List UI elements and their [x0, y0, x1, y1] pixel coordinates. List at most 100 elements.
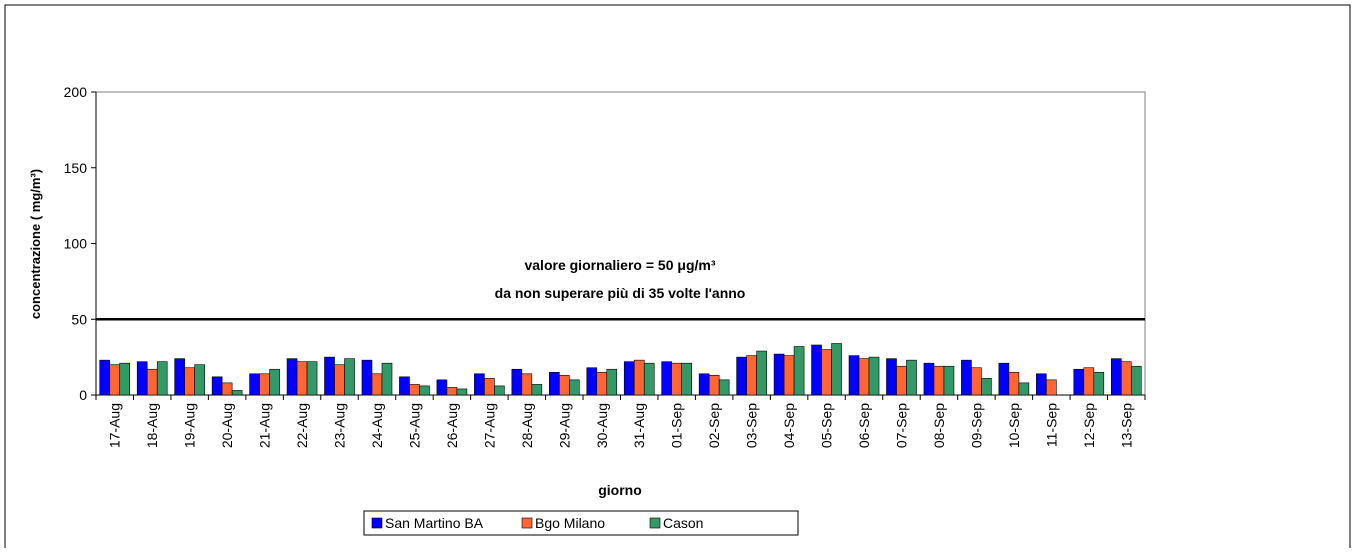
bar [998, 362, 1010, 396]
bar [194, 364, 205, 396]
x-axis-title: giorno [598, 482, 642, 498]
bar [858, 358, 870, 396]
x-tick-label: 06-Sep [856, 403, 872, 448]
x-tick-label: 24-Aug [369, 403, 385, 448]
bar [324, 356, 335, 396]
bar [1018, 382, 1030, 396]
x-tick-label: 25-Aug [406, 403, 422, 448]
bar [109, 364, 121, 396]
bar [361, 359, 373, 396]
x-tick-label: 21-Aug [257, 403, 273, 448]
x-tick-label: 20-Aug [219, 403, 235, 448]
annotation: valore giornaliero = 50 μg/m³ [524, 257, 715, 273]
x-tick-label: 09-Sep [968, 403, 984, 448]
bar [981, 378, 992, 396]
x-tick-label: 01-Sep [669, 403, 685, 448]
bar [119, 362, 131, 396]
x-tick-label: 26-Aug [444, 403, 460, 448]
bar [269, 368, 280, 396]
legend-label: San Martino BA [385, 515, 484, 531]
bar [286, 358, 298, 396]
bar [456, 388, 468, 396]
x-tick-label: 11-Sep [1043, 403, 1059, 447]
bar [961, 359, 972, 396]
legend-box [363, 510, 799, 536]
bar [231, 390, 243, 396]
bar [494, 385, 505, 396]
legend-swatch [521, 517, 533, 529]
x-tick-label: 02-Sep [706, 403, 722, 448]
legend-label: Bgo Milano [535, 515, 605, 531]
bar [399, 376, 410, 396]
bar [484, 378, 495, 396]
x-tick-label: 30-Aug [594, 403, 610, 448]
bar [586, 367, 598, 396]
x-tick-label: 07-Sep [893, 403, 909, 448]
y-axis-title: concentrazione ( mg/m³) [28, 169, 43, 319]
bar [1093, 371, 1105, 396]
bar [1008, 371, 1020, 396]
y-tick-label: 100 [64, 236, 88, 252]
bar [746, 355, 757, 396]
bar [718, 379, 730, 396]
bar [381, 362, 393, 396]
annotation: da non superare più di 35 volte l'anno [495, 285, 746, 301]
bar [1083, 367, 1095, 396]
bar [1110, 358, 1122, 396]
bar [596, 371, 608, 396]
bar [793, 346, 805, 396]
bar [259, 373, 270, 396]
y-tick-label: 0 [79, 387, 87, 403]
bar [146, 368, 158, 396]
bar [708, 375, 720, 396]
bar [943, 365, 955, 396]
bar [756, 350, 767, 396]
bar [436, 379, 448, 396]
bar [409, 384, 420, 396]
legend-label: Cason [663, 515, 703, 531]
bar [868, 356, 880, 396]
bar [306, 361, 318, 396]
bar [569, 379, 580, 396]
bar [783, 355, 795, 396]
bar [1036, 373, 1047, 396]
bar [474, 373, 485, 396]
bar [344, 358, 355, 396]
bar [671, 362, 682, 396]
y-tick-label: 50 [71, 311, 87, 327]
x-tick-label: 23-Aug [332, 403, 348, 448]
bar [933, 365, 945, 396]
x-tick-label: 05-Sep [819, 403, 835, 448]
bar [531, 384, 543, 396]
legend-swatch [649, 517, 661, 529]
bar [681, 362, 692, 396]
y-tick-label: 150 [64, 160, 88, 176]
bar [296, 361, 308, 396]
x-tick-label: 31-Aug [631, 403, 647, 448]
bar [184, 367, 195, 396]
bar [1046, 379, 1057, 396]
bar [559, 375, 570, 396]
bar [906, 359, 917, 396]
bar [896, 365, 907, 396]
bar [923, 362, 935, 396]
x-tick-label: 08-Sep [931, 403, 947, 448]
bar [1073, 368, 1085, 396]
x-tick-label: 19-Aug [182, 403, 198, 448]
bar [821, 349, 832, 396]
legend-swatch [371, 517, 383, 529]
x-tick-label: 10-Sep [1006, 403, 1022, 448]
bar [606, 368, 618, 396]
bar [446, 387, 458, 396]
bar [334, 364, 345, 396]
bar [521, 373, 533, 396]
x-tick-label: 22-Aug [294, 403, 310, 448]
bar [698, 373, 710, 396]
bar [661, 361, 672, 396]
x-tick-label: 04-Sep [781, 403, 797, 448]
x-tick-label: 18-Aug [144, 403, 160, 448]
bar [736, 356, 747, 396]
bar [419, 385, 430, 396]
bar [211, 376, 223, 396]
bar [511, 368, 523, 396]
